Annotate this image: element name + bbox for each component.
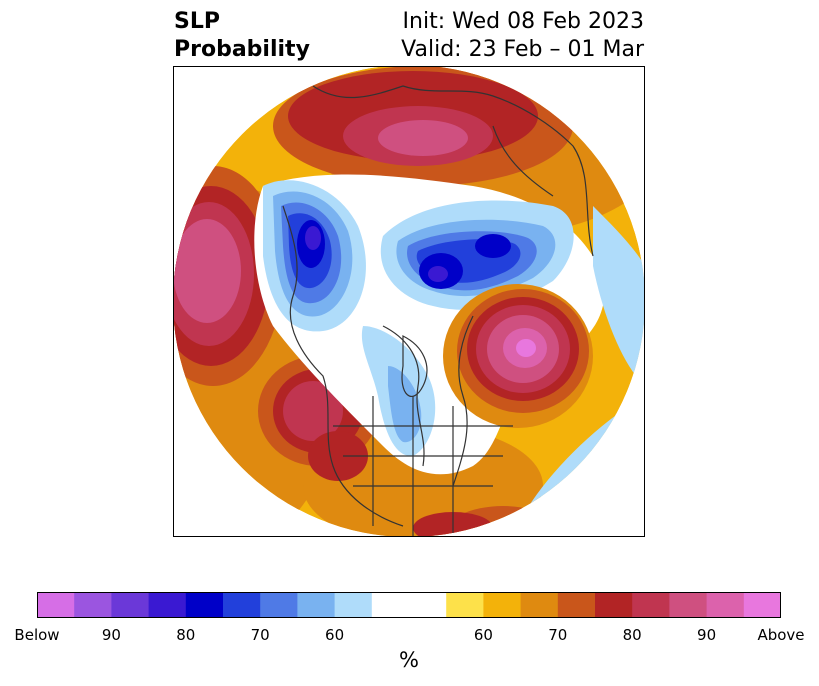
colorbar-tick-label: 70 (548, 626, 568, 644)
canada-low (380, 200, 574, 310)
colorbar-cell (483, 592, 522, 618)
colorbar-tick-label: Below (14, 626, 60, 644)
coastlines (282, 85, 594, 536)
colorbar-tick-label: 60 (473, 626, 493, 644)
colorbar-cell (743, 592, 781, 618)
title-left: SLP Probability (174, 8, 310, 64)
north-atlantic-high (443, 284, 593, 428)
probability-map (173, 66, 645, 537)
colorbar-cell (409, 592, 447, 618)
colorbar-tick-label: 90 (697, 626, 717, 644)
colorbar-cell (706, 592, 745, 618)
colorbar-cell (669, 592, 708, 618)
colorbar-cell (520, 592, 559, 618)
colorbar-tick-label: 60 (325, 626, 345, 644)
colorbar-cell (37, 592, 75, 618)
title-right: Init: Wed 08 Feb 2023 Valid: 23 Feb – 01… (401, 8, 644, 64)
colorbar-cell (632, 592, 670, 618)
colorbar-tick-label: 80 (622, 626, 642, 644)
colorbar-cell (557, 592, 596, 618)
colorbar-cell (595, 592, 633, 618)
colorbar-tick-label: 80 (176, 626, 196, 644)
colorbar-tick-label: Above (757, 626, 805, 644)
valid-range: Valid: 23 Feb – 01 Mar (401, 37, 644, 62)
colorbar-cell (371, 592, 410, 618)
title-product: Probability (174, 37, 310, 62)
siberia-high (273, 66, 573, 186)
colorbar-cell (334, 592, 373, 618)
colorbar-cell (185, 592, 224, 618)
colorbar-cell (74, 592, 112, 618)
colorbar-tick-label: 90 (101, 626, 121, 644)
colorbar (37, 592, 781, 618)
colorbar-cell (111, 592, 150, 618)
init-date: Init: Wed 08 Feb 2023 (402, 9, 644, 34)
colorbar-cell (446, 592, 484, 618)
colorbar-label: % (399, 648, 419, 672)
colorbar-cell (297, 592, 336, 618)
europe-low (263, 180, 366, 332)
colorbar-cell (260, 592, 298, 618)
title-variable: SLP (174, 9, 220, 34)
colorbar-cell (148, 592, 187, 618)
colorbar-cell (223, 592, 261, 618)
map-frame (173, 66, 645, 537)
map-fields (173, 66, 645, 537)
colorbar-tick-label: 70 (250, 626, 270, 644)
